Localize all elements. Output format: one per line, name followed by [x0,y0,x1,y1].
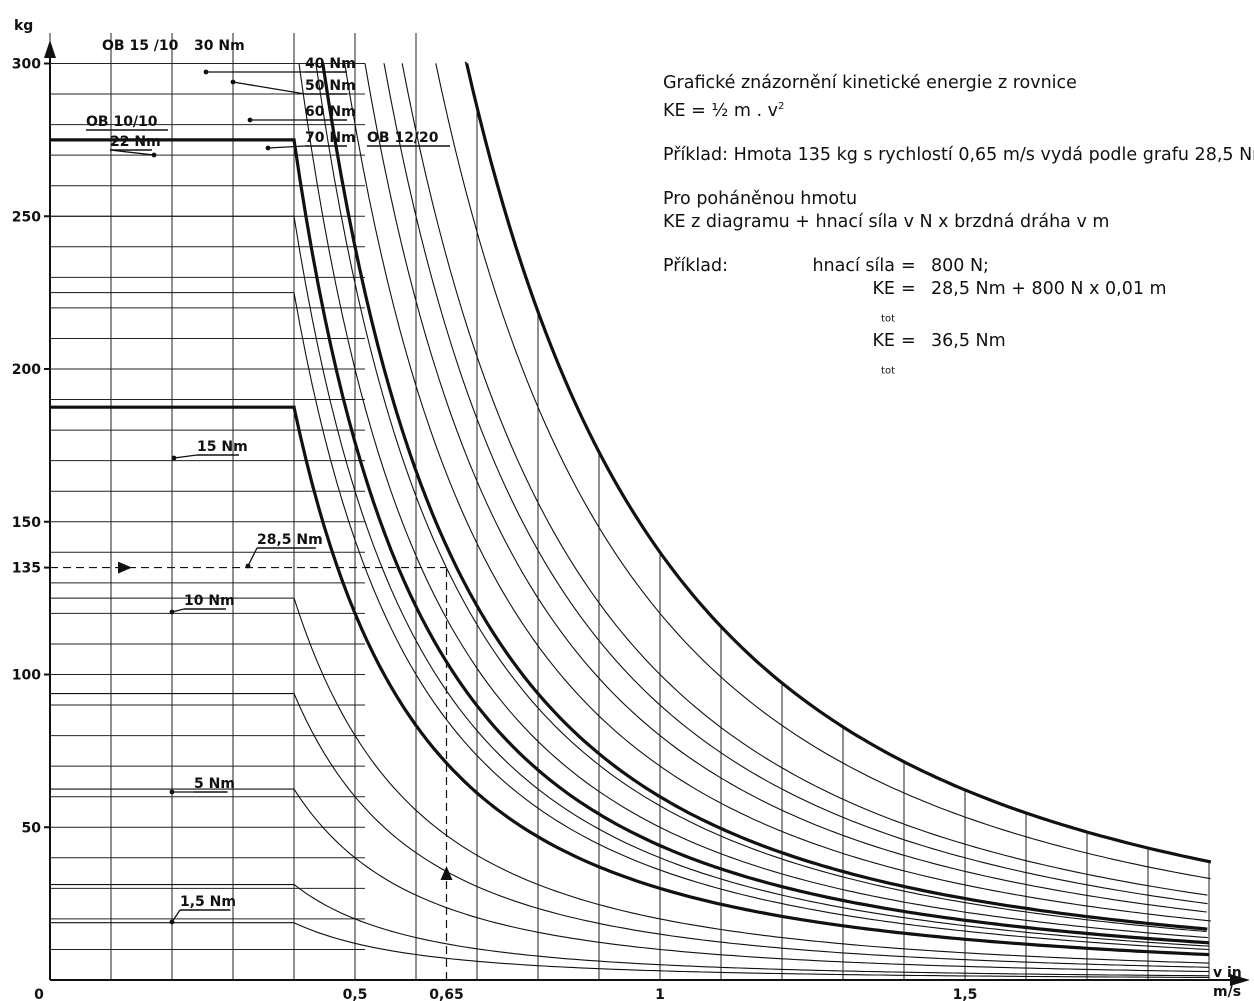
energy-curve [50,138,1210,945]
equals-sign: = [901,278,916,299]
example-two-label: Příklad: [663,255,729,276]
annotation-ob-12-20: OB 12/20 [367,130,439,146]
x-axis-label: m/s [1213,984,1241,1000]
example-one: Příklad: Hmota 135 kg s rychlostí 0,65 m… [663,144,1254,165]
x-tick-label: 1 [655,987,665,1001]
leader-line [232,81,306,95]
energy-curve [364,62,1207,913]
leader-line [267,145,306,149]
example-arrow-right-icon [118,561,132,574]
curve-label-50: 50 Nm [305,78,356,94]
ke-total-result: 36,5 Nm [931,331,1006,352]
example-arrow-up-icon [440,866,453,880]
curve-label-40: 40 Nm [305,56,356,72]
energy-curve [315,62,1207,933]
leader-line [109,149,155,156]
curve-labels: 1,5 Nm 5 Nm 10 Nm 15 Nm 28,5 Nm 22 Nm 40 Nm 50 … [86,38,450,925]
energy-curve [50,597,1210,964]
equals-sign: = [901,255,916,276]
x-tick-label: 0,5 [343,987,368,1001]
energy-curve [50,215,1210,947]
explanation-intro: Grafické znázornění kinetické energie z … [663,73,1077,93]
ke-total-term: KE tot [872,331,895,377]
driven-mass-title: Pro poháněnou hmotu [663,188,858,209]
energy-curve [464,61,1212,864]
drive-force-value: 800 N; [931,255,989,276]
energy-curve [298,62,1208,939]
y-axis-arrow-icon [44,40,56,58]
y-tick-label: 100 [12,668,41,684]
curve-label-70: 70 Nm [305,130,356,146]
x-axis-label: v in [1213,965,1242,981]
leader-arrow-icon [247,117,253,123]
axes: 5010013515020025030000,50,6511,522,533,5… [12,18,1250,1001]
energy-curves [50,61,1212,979]
drive-force-term: hnací síla [812,255,895,276]
leader-arrow-icon [169,609,175,615]
leader-arrow-icon [230,79,236,85]
y-tick-label: 150 [12,515,41,531]
ke-total-formula: 28,5 Nm + 800 N x 0,01 m [931,278,1167,299]
x-tick-label: 0 [34,987,44,1001]
curve-label-5: 5 Nm [194,776,235,792]
y-tick-label: 250 [12,209,41,225]
leader-line [247,547,258,567]
curve-label-1-5: 1,5 Nm [180,894,236,910]
energy-curve [50,292,1210,951]
leader-arrow-icon [169,789,175,795]
energy-curve [50,405,1210,957]
y-axis-label: kg [14,18,33,34]
annotation-ob-10-10: OB 10/10 [86,114,158,130]
leader-arrow-icon [203,69,209,75]
driven-mass-formula: KE z diagramu + hnací síla v N x brzdná … [663,211,1110,232]
energy-curve [383,62,1208,905]
example-marker [50,561,453,980]
curve-label-28-5: 28,5 Nm [257,532,323,548]
leader-arrow-icon [171,455,177,461]
energy-curve [50,883,1210,977]
ke-total-term: KE tot [872,278,895,325]
leader-arrow-icon [169,919,175,925]
energy-curve [321,63,1208,931]
curve-label-10: 10 Nm [184,593,235,609]
kinetic-energy-formula: KE = ½ m . v2 [663,100,785,121]
y-tick-label: 300 [12,57,41,73]
energy-curve [344,62,1211,922]
annotation-ob-15-10: OB 15 /10 [102,38,179,54]
energy-curve [435,62,1211,880]
x-axis-arrow-icon [1230,974,1250,986]
explanation-panel: Grafické znázornění kinetické energie z … [663,72,1254,383]
x-tick-label: 1,5 [953,987,978,1001]
curve-label-22: 22 Nm [110,134,161,150]
y-tick-label: 50 [22,820,42,836]
energy-curve [401,62,1208,896]
y-tick-label: 200 [12,362,41,378]
x-tick-label: 0,65 [429,987,464,1001]
grid [49,32,1210,981]
equals-sign: = [901,331,916,352]
energy-curve [50,693,1210,968]
leader-line [173,454,198,459]
example-two: Příklad: hnací síla = 800 N; KE tot = 28,… [663,255,1253,383]
curve-label-15: 15 Nm [197,439,248,455]
y-tick-label: 135 [12,561,41,577]
curve-label-60: 60 Nm [305,104,356,120]
curve-label-30: 30 Nm [194,38,245,54]
energy-curve [50,788,1210,973]
leader-line [171,909,181,923]
energy-curve [50,921,1210,979]
leader-arrow-icon [151,152,157,158]
leader-arrow-icon [265,145,271,151]
